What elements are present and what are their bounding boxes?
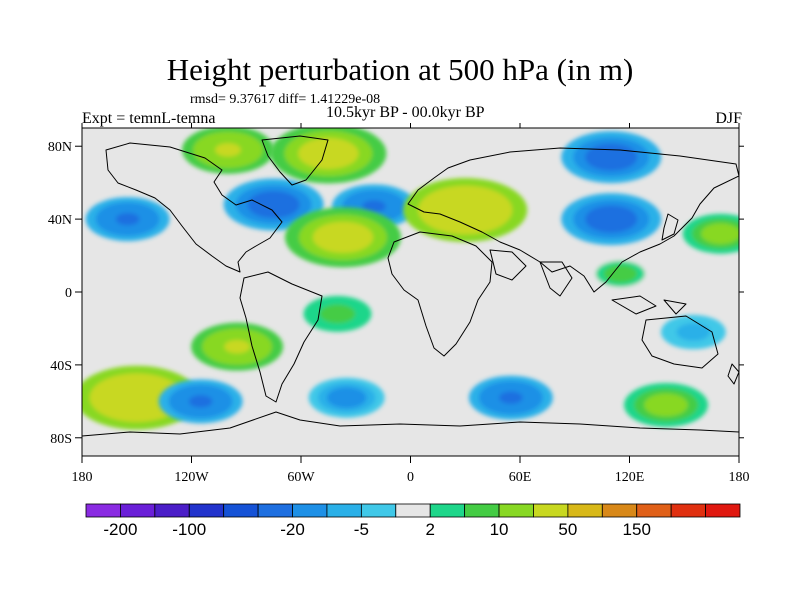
anomaly-cell-negative	[660, 314, 726, 350]
colorbar-swatch	[636, 503, 672, 518]
anomaly-contour	[710, 228, 732, 240]
anomaly-contour	[326, 228, 360, 246]
lon-tick-label: 180	[729, 470, 750, 485]
coastline-india	[539, 261, 573, 297]
anomaly-contour	[499, 391, 523, 404]
lat-tick-label: 80S	[50, 432, 72, 447]
anomaly-contour	[327, 308, 348, 319]
coastline-south-america	[239, 271, 323, 403]
coastline-new-zealand	[727, 363, 739, 385]
lon-tick-label: 60E	[509, 470, 532, 485]
coastline-japan	[661, 213, 679, 241]
anomaly-contour	[597, 149, 626, 165]
colorbar-label: 50	[558, 520, 577, 539]
lon-tick-label: 0	[407, 470, 414, 485]
anomaly-cell-positive	[82, 365, 199, 430]
colorbar-swatch	[498, 503, 534, 518]
colorbar-label: 10	[490, 520, 509, 539]
lon-tick-label: 60W	[287, 470, 315, 485]
period-label: 10.5kyr BP - 00.0kyr BP	[326, 104, 485, 121]
colorbar-swatch	[257, 503, 293, 518]
anomaly-contour	[654, 398, 678, 412]
anomaly-contour	[188, 395, 213, 408]
anomaly-cell-positive	[403, 178, 528, 242]
anomaly-cell-negative	[561, 131, 662, 184]
colorbar-swatch	[120, 503, 156, 518]
coastlines	[82, 135, 739, 437]
colorbar-swatch	[85, 503, 121, 518]
coastline-north-america	[105, 142, 283, 273]
season-label: DJF	[715, 110, 742, 127]
lat-tick-label: 40S	[50, 359, 72, 374]
anomaly-cell-negative	[308, 377, 385, 418]
colorbar-label: -200	[103, 520, 137, 539]
anomaly-contour	[684, 327, 703, 337]
anomaly-cell-negative	[85, 197, 170, 242]
lat-tick-label: 80N	[48, 140, 72, 155]
colorbar-swatch	[567, 503, 603, 518]
colorbar-swatch	[360, 503, 397, 518]
colorbar-swatch	[326, 503, 362, 518]
coastline-arabia	[489, 249, 527, 281]
anomaly-field	[82, 128, 739, 430]
coastline-greenland	[261, 135, 329, 186]
coastline-indonesia	[611, 295, 687, 315]
lon-tick-label: 120W	[174, 470, 209, 485]
colorbar-label: 2	[425, 520, 434, 539]
colorbar-swatch	[429, 503, 466, 518]
anomaly-contour	[312, 145, 345, 162]
anomaly-contour	[597, 211, 626, 227]
anomaly-cell-negative	[223, 178, 324, 231]
anomaly-cell-negative	[468, 375, 553, 420]
anomaly-contour	[447, 201, 483, 219]
anomaly-cell-positive	[624, 382, 708, 427]
anomaly-cell-positive	[284, 207, 401, 268]
colorbar-swatch	[533, 503, 569, 518]
colorbar-swatch	[154, 503, 190, 518]
coastline-australia	[641, 315, 719, 369]
anomaly-contour	[119, 388, 155, 407]
anomaly-cell-positive	[191, 322, 284, 371]
colorbar-swatch	[395, 503, 431, 518]
plot-title: Height perturbation at 500 hPa (in m)	[166, 52, 634, 87]
colorbar-label: 150	[623, 520, 651, 539]
coastline-antarctica	[82, 411, 739, 437]
colorbar-swatch	[188, 503, 225, 518]
colorbar-label: -5	[354, 520, 369, 539]
colorbar-swatch	[601, 503, 638, 518]
anomaly-contour	[335, 392, 358, 404]
coastline-africa	[387, 231, 493, 357]
colorbar-swatch	[670, 503, 706, 518]
anomaly-contour	[215, 143, 241, 157]
lon-tick-label: 180	[72, 470, 93, 485]
lon-tick-label: 120E	[615, 470, 645, 485]
anomaly-contour	[224, 339, 251, 354]
experiment-label: Expt = temnL-temna	[82, 110, 216, 127]
anomaly-contour	[259, 197, 288, 212]
anomaly-cell-negative	[561, 193, 662, 246]
colorbar-swatch	[464, 503, 500, 518]
anomaly-cell-positive	[587, 256, 653, 291]
colorbar: -200 -100 -20 -5 2 10 50 150	[85, 503, 741, 539]
lat-tick-label: 40N	[48, 213, 72, 228]
anomaly-cell-positive	[182, 128, 274, 174]
rmsd-diff-text: rmsd= 9.37617 diff= 1.41229e-08	[190, 92, 381, 107]
anomaly-cell-positive	[682, 213, 739, 254]
anomaly-contour	[362, 200, 386, 213]
colorbar-label: -20	[280, 520, 305, 539]
colorbar-label: -100	[172, 520, 206, 539]
colorbar-swatch	[705, 503, 741, 518]
anomaly-contour	[115, 212, 140, 226]
anomaly-cell-positive	[270, 128, 387, 184]
anomaly-contour	[611, 268, 630, 279]
map-panel	[81, 127, 740, 457]
coastline-eurasia	[407, 147, 739, 293]
colorbar-swatch	[223, 503, 259, 518]
lat-tick-label: 0	[65, 286, 72, 301]
anomaly-cell-negative	[158, 379, 243, 424]
colorbar-swatch	[292, 503, 328, 518]
axis-ticks: 180 120W 60W 0 60E 120E 180 80N 40N 0 40S 80S	[48, 123, 750, 485]
